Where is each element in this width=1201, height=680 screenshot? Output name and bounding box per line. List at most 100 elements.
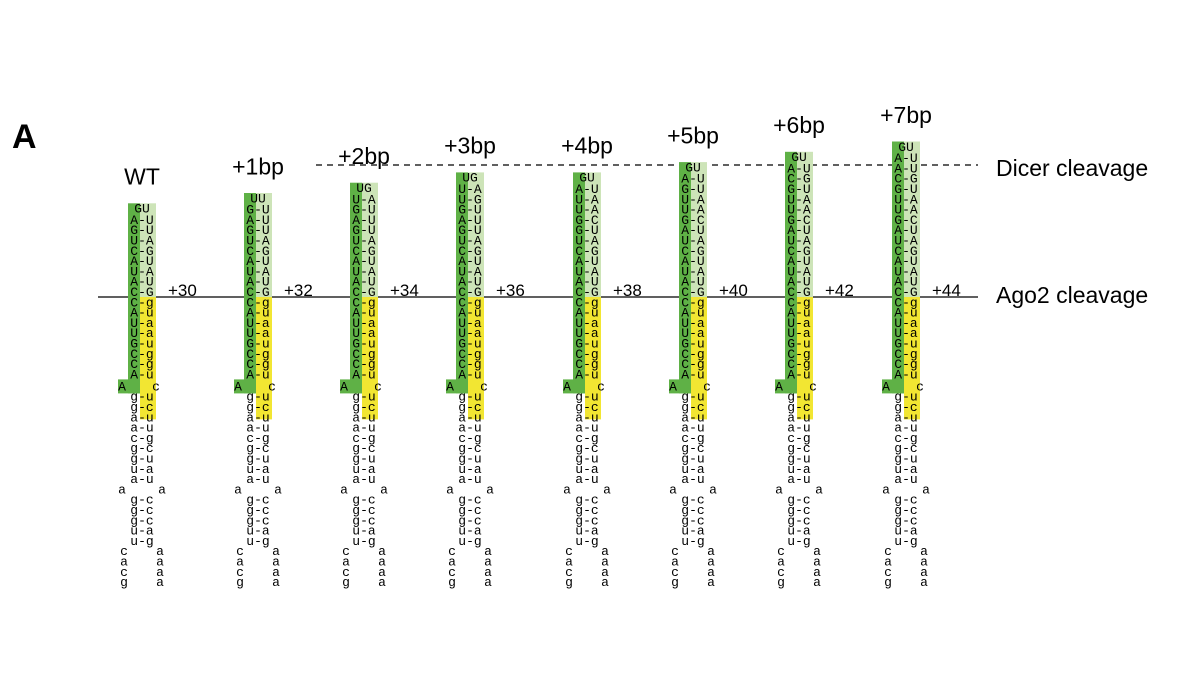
base-pair: a-u	[458, 472, 481, 487]
base-pair: U-A	[787, 203, 811, 218]
passenger-lower-block	[140, 297, 156, 420]
base-pair: C-G	[894, 244, 917, 259]
base-pair: a-u	[894, 410, 917, 425]
base-pair: U-a	[458, 326, 482, 341]
loop-base: a	[777, 555, 785, 570]
base-pair: G-U	[352, 203, 375, 218]
base-pair: A-u	[681, 306, 704, 321]
base-pair: C-g	[787, 295, 810, 310]
base-pair: U-A	[681, 234, 705, 249]
base-pair: A-u	[894, 367, 917, 382]
base-pair: g-c	[787, 493, 810, 508]
bulge-base: A	[775, 379, 783, 394]
guide-lower-block	[785, 297, 797, 394]
base-pair: u-a	[787, 462, 811, 477]
loop-base: a	[272, 555, 280, 570]
base-pair: c-g	[246, 431, 269, 446]
bulge-block	[118, 379, 140, 394]
base-pair: C-g	[681, 357, 704, 372]
base-pair: g-c	[458, 503, 481, 518]
base-pair: g-c	[130, 400, 153, 415]
base-pair: u-g	[352, 534, 375, 549]
base-pair: A-U	[352, 213, 375, 228]
position-label: +40	[719, 281, 748, 300]
bulge-base: A	[882, 379, 890, 394]
loop-base: a	[671, 555, 679, 570]
construct-label: +7bp	[880, 102, 932, 128]
base-pair: C-G	[894, 285, 917, 300]
base-pair: A-U	[458, 254, 481, 269]
guide-lower-block	[350, 297, 362, 394]
bulge-block	[563, 379, 585, 394]
base-pair: G-u	[246, 337, 269, 352]
base-pair: A-U	[787, 275, 810, 290]
base-pair: U-a	[894, 326, 918, 341]
loop-base: a	[378, 575, 386, 590]
loop-base: a	[563, 482, 571, 497]
loop-base: a	[601, 565, 609, 580]
base-pair: C-G	[681, 244, 704, 259]
guide-upper-block	[892, 141, 904, 297]
loop-base: a	[707, 555, 715, 570]
loop-base: a	[236, 555, 244, 570]
base-pair: a-u	[575, 421, 598, 436]
bulge-base: c	[480, 379, 488, 394]
loop-base: a	[120, 555, 128, 570]
base-pair: C-g	[352, 295, 375, 310]
base-pair: C-g	[894, 295, 917, 310]
base-pair: G-U	[458, 203, 481, 218]
loop-base: a	[920, 544, 928, 559]
bulge-base: A	[563, 379, 571, 394]
base-pair: u-a	[246, 462, 270, 477]
base-pair: U-A	[458, 182, 482, 197]
guide-upper-block	[244, 193, 256, 297]
base-pair: G-U	[575, 223, 598, 238]
base-pair: g-c	[458, 493, 481, 508]
base-pair: C-G	[458, 285, 481, 300]
base-pair: U-a	[352, 326, 376, 341]
passenger-lower-block	[904, 297, 920, 420]
base-pair: C-g	[894, 357, 917, 372]
base-pair: c-g	[787, 431, 810, 446]
loop-base: c	[342, 565, 350, 580]
base-pair: C-g	[681, 295, 704, 310]
base-pair: A-U	[130, 254, 153, 269]
base-pair: g-c	[130, 493, 153, 508]
ago2-cleavage-label: Ago2 cleavage	[996, 282, 1148, 308]
base-pair: a-u	[681, 472, 704, 487]
base-pair: C-G	[130, 285, 153, 300]
base-pair: g-c	[787, 513, 810, 528]
construct-label: +2bp	[338, 143, 390, 169]
base-pair: C-G	[894, 172, 917, 187]
loop-base: a	[156, 544, 164, 559]
base-pair: g-u	[352, 390, 375, 405]
base-pair: u-g	[681, 534, 704, 549]
base-pair: u-a	[575, 462, 599, 477]
base-pair: a-u	[246, 410, 269, 425]
base-pair: A-u	[458, 367, 481, 382]
base-pair: g-c	[681, 400, 704, 415]
base-pair: g-u	[787, 390, 810, 405]
bulge-base: c	[374, 379, 382, 394]
base-pair: U-A	[458, 264, 482, 279]
base-pair: a-u	[681, 421, 704, 436]
base-pair: C-g	[575, 347, 598, 362]
loop-base: a	[922, 482, 930, 497]
base-pair: g-u	[681, 390, 704, 405]
guide-lower-block	[573, 297, 585, 394]
terminal-loop: UU	[250, 191, 266, 206]
loop-base: c	[120, 565, 128, 580]
loop-base: a	[669, 482, 677, 497]
bulge-block	[234, 379, 256, 394]
base-pair: a-u	[787, 472, 810, 487]
loop-base: a	[484, 565, 492, 580]
base-pair: U-A	[130, 264, 154, 279]
loop-base: a	[342, 555, 350, 570]
loop-base: a	[815, 482, 823, 497]
loop-base: a	[882, 482, 890, 497]
passenger-upper-block	[904, 141, 920, 297]
loop-base: a	[484, 544, 492, 559]
base-pair: A-U	[246, 254, 269, 269]
loop-base: a	[920, 575, 928, 590]
